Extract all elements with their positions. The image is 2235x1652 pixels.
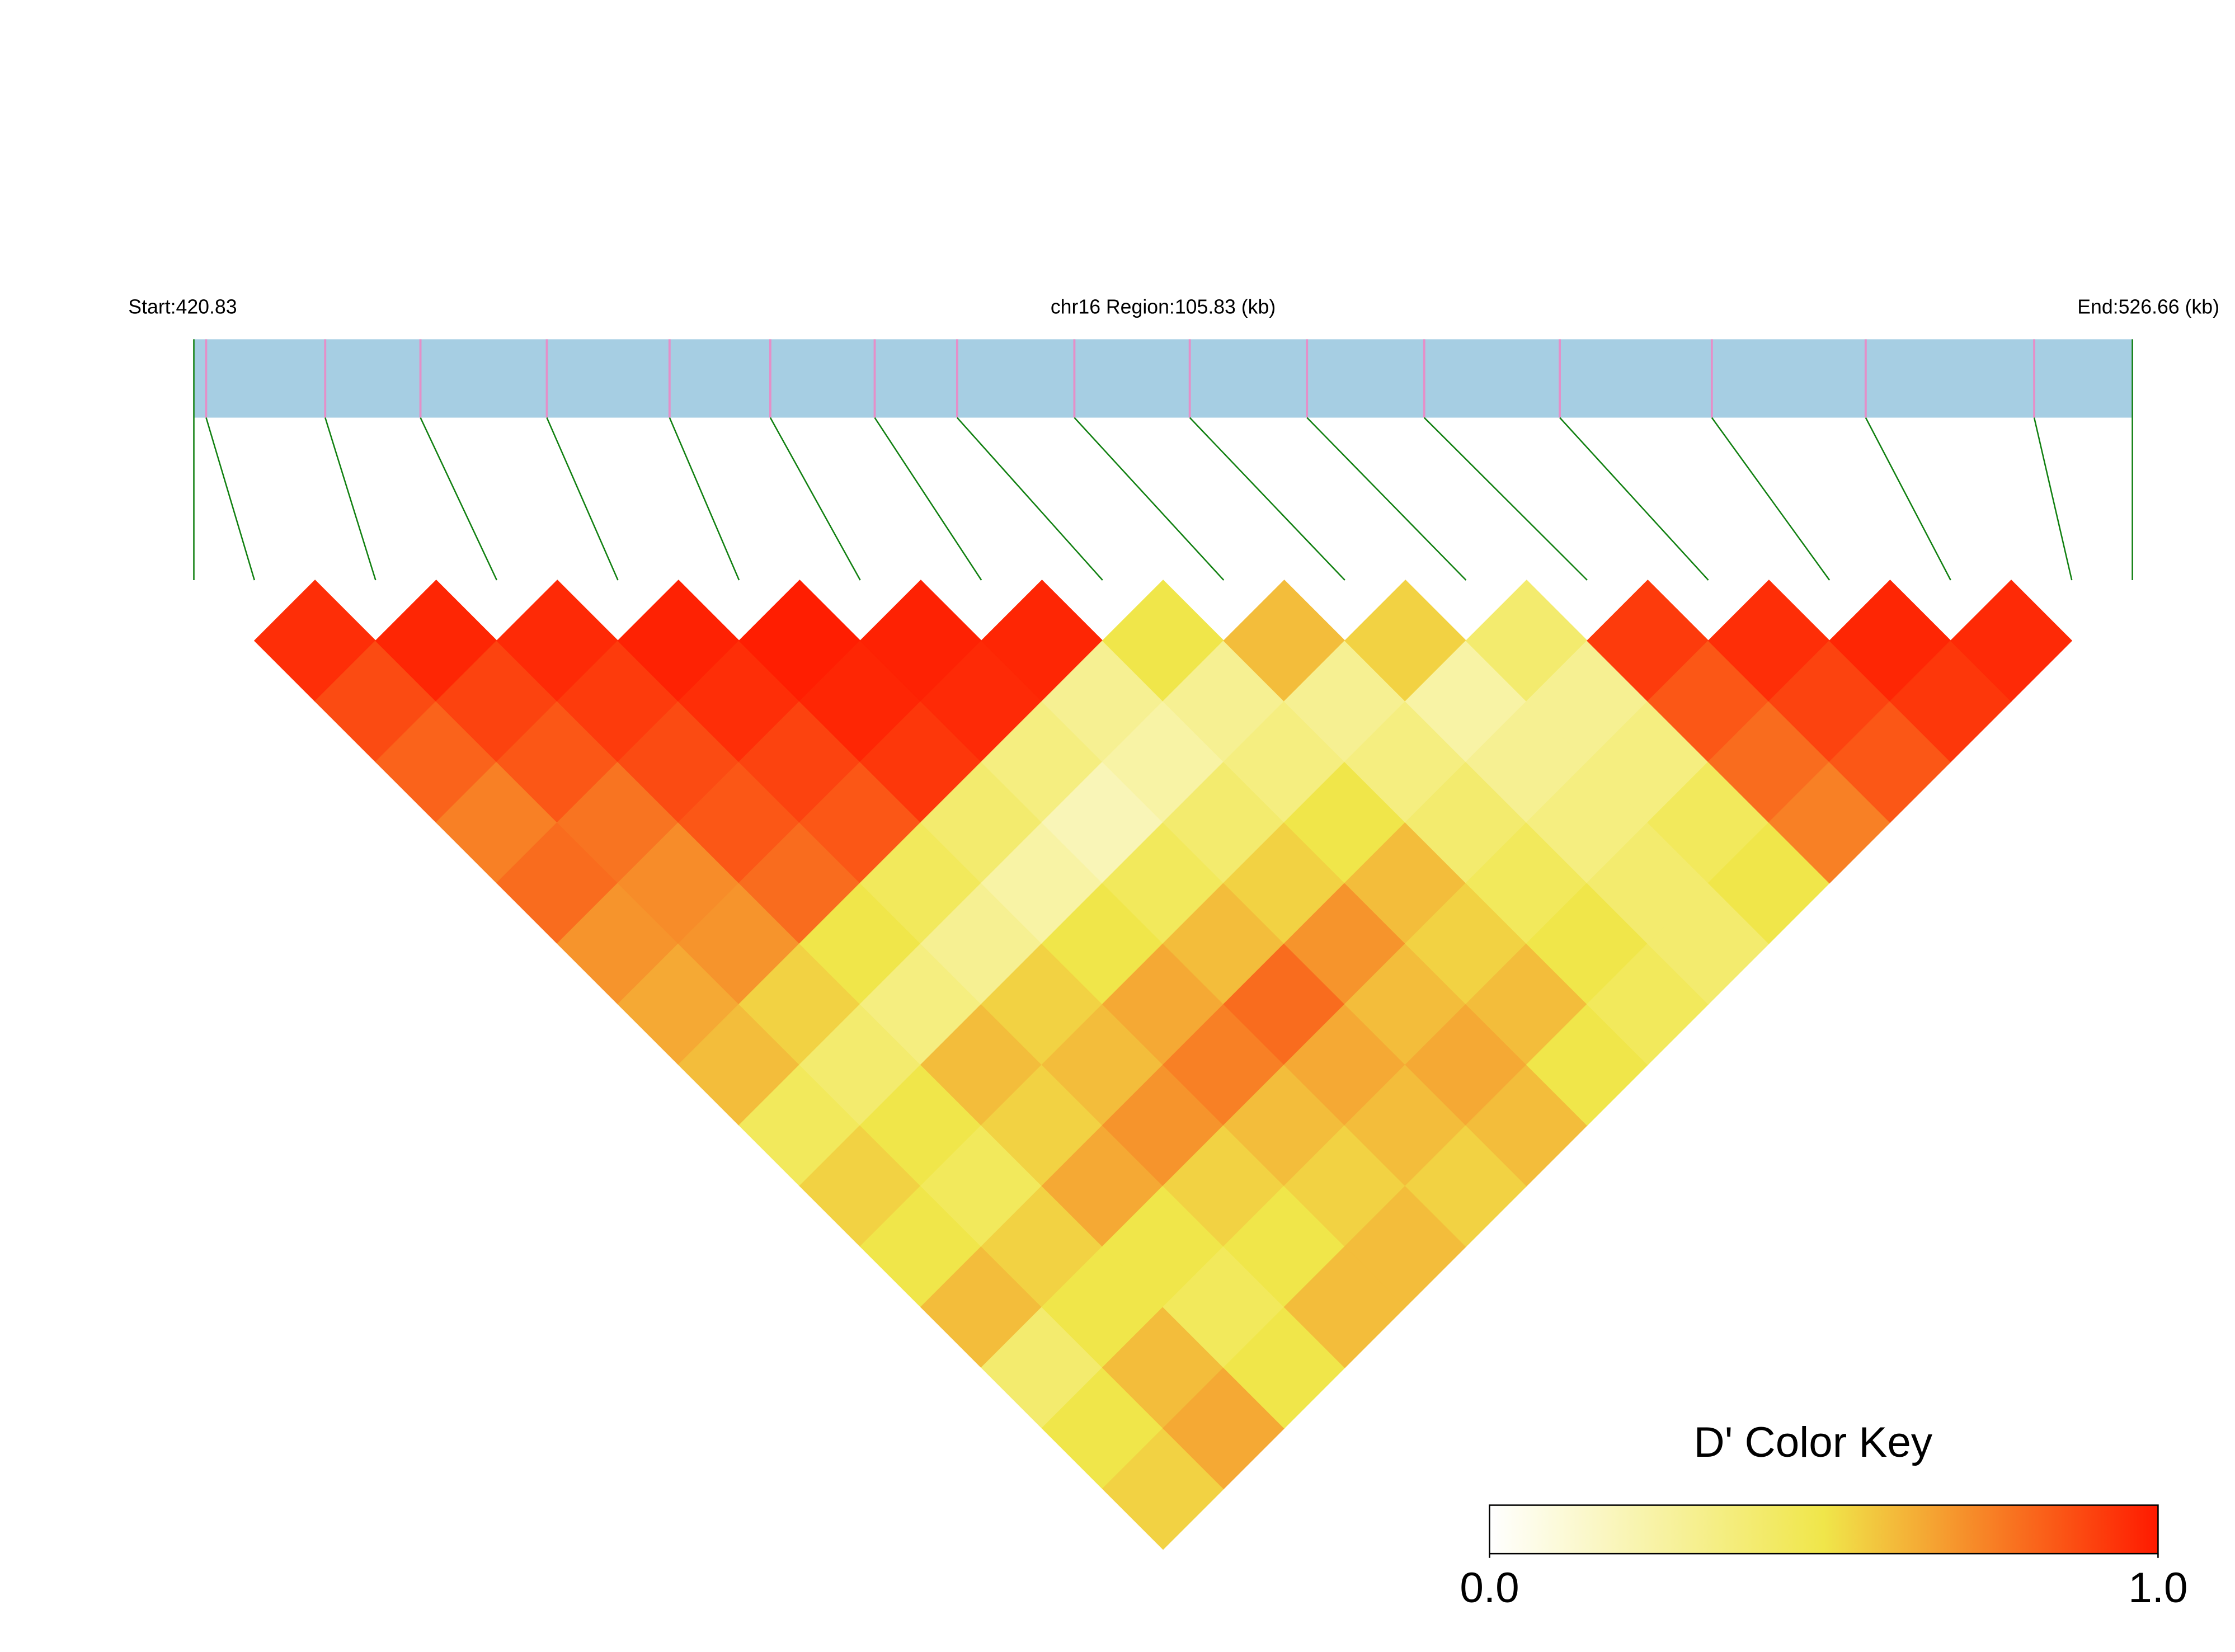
- start-label: Start:420.83: [128, 296, 237, 318]
- snp-link: [420, 417, 498, 581]
- snp-link: [546, 417, 619, 581]
- snp-link: [324, 417, 377, 581]
- region-label: chr16 Region:105.83 (kb): [1051, 296, 1276, 318]
- snp-link: [1865, 417, 1951, 581]
- ld-cell: [1950, 580, 2073, 702]
- snp-link: [1559, 417, 1709, 581]
- snp-link: [2033, 417, 2073, 581]
- snp-link: [769, 417, 861, 581]
- snp-link: [956, 417, 1103, 581]
- snp-link: [669, 417, 740, 581]
- snp-link: [874, 417, 982, 581]
- snp-link: [1423, 417, 1588, 581]
- color-key: [1489, 1504, 2159, 1555]
- snp-link: [1074, 417, 1225, 581]
- snp-link: [1711, 417, 1831, 581]
- key-title: D' Color Key: [1694, 1419, 1933, 1466]
- key-tick-label: 0.0: [1460, 1564, 1519, 1612]
- snp-link: [205, 417, 256, 581]
- snp-link: [1306, 417, 1467, 581]
- position-bar: [194, 339, 2133, 418]
- snp-link: [1189, 417, 1345, 581]
- end-label: End:526.66 (kb): [2077, 296, 2219, 318]
- key-tick-label: 1.0: [2128, 1564, 2187, 1612]
